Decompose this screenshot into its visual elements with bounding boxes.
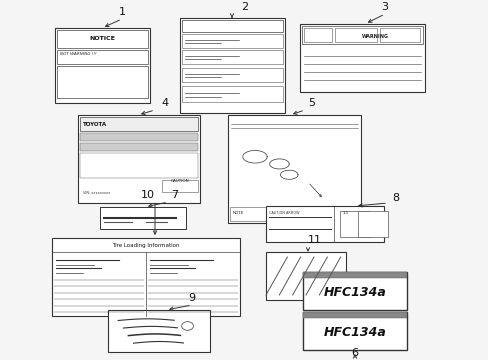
Text: 1: 1: [118, 7, 125, 17]
Bar: [55, 28, 150, 103]
Bar: [182, 68, 283, 82]
Bar: [162, 180, 198, 192]
Bar: [379, 28, 419, 42]
Text: VIN: xxxxxxxxx: VIN: xxxxxxxxx: [83, 191, 110, 195]
Bar: [265, 206, 383, 242]
Bar: [303, 272, 406, 310]
Bar: [182, 34, 283, 48]
Text: NOTICE: NOTICE: [89, 36, 115, 40]
Text: HFC134a: HFC134a: [323, 287, 386, 300]
Bar: [80, 133, 198, 141]
Text: 6: 6: [351, 348, 358, 358]
Text: 8: 8: [392, 193, 399, 203]
Bar: [182, 20, 283, 32]
Bar: [265, 252, 346, 300]
Bar: [302, 26, 422, 44]
Text: 10: 10: [141, 190, 155, 200]
Bar: [229, 207, 358, 221]
Bar: [182, 86, 283, 102]
Text: 5: 5: [308, 98, 315, 108]
Text: NOTE: NOTE: [232, 211, 244, 215]
Bar: [303, 312, 406, 350]
Text: 7: 7: [171, 190, 178, 200]
Text: 1.1: 1.1: [342, 211, 348, 215]
Bar: [299, 24, 424, 92]
Text: 2: 2: [241, 2, 248, 12]
Bar: [339, 211, 369, 237]
Text: NOT WARNING !!!: NOT WARNING !!!: [60, 52, 96, 56]
Text: TOYOTA: TOYOTA: [83, 122, 107, 127]
Bar: [57, 66, 148, 98]
Text: HFC134a: HFC134a: [323, 327, 386, 339]
Bar: [108, 310, 209, 352]
Bar: [180, 18, 285, 113]
Text: 4: 4: [161, 98, 168, 108]
Text: 3: 3: [381, 2, 387, 12]
Text: CAUTION ARROW: CAUTION ARROW: [268, 211, 299, 215]
Text: 11: 11: [307, 235, 321, 245]
Bar: [303, 312, 406, 318]
Bar: [303, 272, 406, 278]
Text: CAUTION: CAUTION: [170, 179, 189, 183]
Bar: [227, 115, 360, 223]
Text: Tire Loading Information: Tire Loading Information: [112, 243, 180, 248]
Text: 9: 9: [188, 293, 195, 303]
Bar: [57, 50, 148, 64]
Bar: [100, 207, 185, 229]
Bar: [57, 30, 148, 48]
Bar: [80, 153, 198, 178]
Bar: [80, 117, 198, 131]
Bar: [78, 115, 200, 203]
Text: WARNING: WARNING: [361, 33, 387, 39]
Bar: [357, 211, 387, 237]
Bar: [334, 28, 376, 42]
Bar: [304, 28, 331, 42]
Bar: [182, 50, 283, 64]
Bar: [80, 143, 198, 151]
Bar: [52, 238, 240, 316]
